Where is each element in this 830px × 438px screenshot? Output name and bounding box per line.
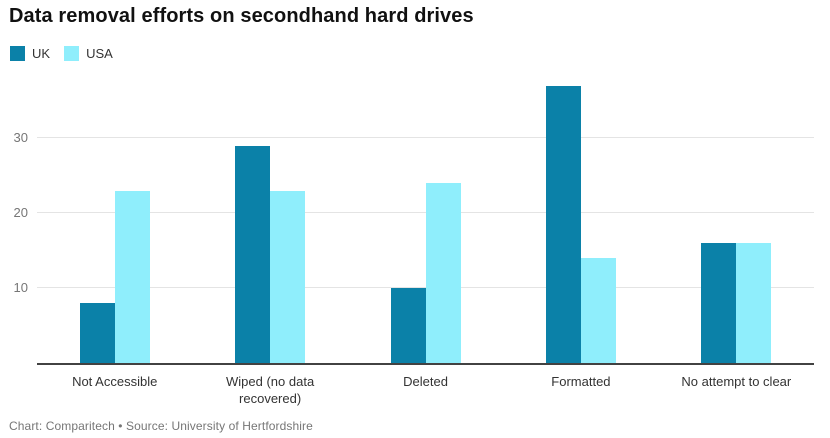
- y-tick-label-20: 20: [13, 205, 28, 220]
- legend-item-usa: USA: [64, 46, 113, 61]
- gridline-20: [37, 212, 814, 213]
- y-tick-label-30: 30: [13, 130, 28, 145]
- chart-legend: UK USA: [10, 46, 113, 61]
- plot-area: 10 20 30: [14, 75, 814, 365]
- y-tick-label-10: 10: [13, 280, 28, 295]
- x-label-wiped-no-data-recovered: Wiped (no data recovered): [226, 374, 315, 406]
- bar-groups: [37, 75, 814, 363]
- legend-swatch-uk: [10, 46, 25, 61]
- bar-usa-deleted: [425, 183, 461, 363]
- x-label-no-attempt-to-clear: No attempt to clear: [681, 374, 792, 389]
- bar-uk-not-accessible: [79, 303, 115, 363]
- x-label-not-accessible: Not Accessible: [72, 374, 158, 389]
- gridline-30: [37, 137, 814, 138]
- attribution-text: Chart: Comparitech • Source: University …: [9, 419, 313, 433]
- bar-usa-formatted: [580, 258, 616, 363]
- legend-label-uk: UK: [32, 46, 51, 61]
- bar-uk-wiped-no-data-recovered: [235, 145, 271, 363]
- bar-uk-formatted: [545, 85, 581, 363]
- x-label-deleted: Deleted: [403, 374, 448, 389]
- bar-group-no-attempt-to-clear: [659, 75, 814, 363]
- bar-uk-deleted: [390, 288, 426, 363]
- x-axis-line: [37, 363, 814, 365]
- gridline-10: [37, 287, 814, 288]
- bar-group-not-accessible: [37, 75, 192, 363]
- chart-title: Data removal efforts on secondhand hard …: [9, 5, 474, 27]
- bar-group-wiped-no-data-recovered: [192, 75, 347, 363]
- legend-item-uk: UK: [10, 46, 50, 61]
- bar-usa-wiped-no-data-recovered: [270, 190, 306, 363]
- bar-usa-not-accessible: [114, 190, 150, 363]
- legend-swatch-usa: [64, 46, 80, 61]
- bar-usa-no-attempt-to-clear: [736, 243, 772, 363]
- x-axis-labels: Not Accessible Wiped (no data recovered) D…: [37, 373, 814, 407]
- x-label-formatted: Formatted: [551, 374, 611, 389]
- bar-group-deleted: [348, 75, 503, 363]
- bar-group-formatted: [503, 75, 658, 363]
- bar-uk-no-attempt-to-clear: [701, 243, 737, 363]
- legend-label-usa: USA: [86, 46, 113, 61]
